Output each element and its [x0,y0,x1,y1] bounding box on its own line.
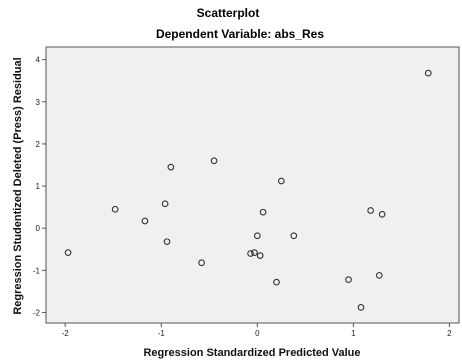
x-tick-label: -1 [158,329,166,338]
scatter-point [198,259,205,267]
x-tick-label: 2 [447,329,452,338]
y-tick-label: 4 [36,56,41,65]
x-tick-label: -2 [62,329,70,338]
y-axis: -2 -1 0 1 2 3 4 [33,56,46,317]
scatter-point [367,207,374,214]
scatter-point [253,232,261,240]
x-tick-label: 1 [351,329,356,338]
plot-area [45,46,460,324]
x-tick-label: 0 [255,329,260,338]
scatter-point [290,232,298,240]
y-axis-label: Regression Studentized Deleted (Press) R… [12,57,24,314]
scatter-point [345,276,352,283]
y-tick-label: 0 [36,224,41,233]
scatter-point [163,238,171,246]
scatter-point [424,69,432,77]
scatter-point [64,249,72,256]
y-tick-label: 2 [36,140,41,149]
scatter-point [161,200,169,208]
scatter-point [375,272,383,279]
x-axis: -2 -1 0 1 2 [62,323,452,338]
chart-title: Scatterplot [197,6,260,20]
scatter-point [247,250,254,257]
y-tick-label: -1 [33,266,41,275]
scatter-point [167,163,175,171]
scatter-point [251,249,258,256]
scatter-point [273,278,280,286]
data-points [64,69,432,311]
y-tick-label: -2 [33,308,41,317]
scatter-point [256,252,264,259]
scatter-point [357,304,365,311]
scatter-point [259,208,267,216]
scatter-point [141,217,149,225]
scatter-point [210,157,218,165]
chart-subtitle: Dependent Variable: abs_Res [156,27,324,41]
x-axis-label: Regression Standardized Predicted Value [143,347,360,359]
scatter-point [111,205,119,213]
scatter-point [277,177,285,185]
y-tick-label: 1 [36,182,41,191]
scatter-point [378,210,386,218]
y-tick-label: 3 [36,98,41,107]
